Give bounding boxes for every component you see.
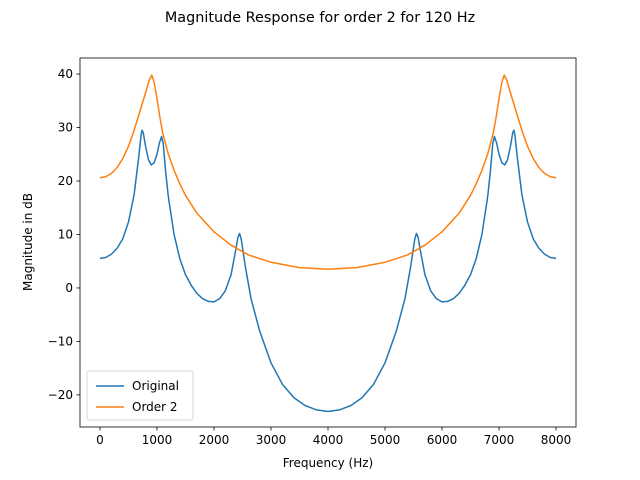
series-line-original [99,129,557,413]
x-tick-label: 6000 [427,433,458,447]
plot-lines [99,74,557,413]
series-line-order-2 [99,74,557,270]
y-tick-label: −10 [48,334,73,348]
x-axis-ticks: 0 1000 2000 3000 4000 5000 6000 7000 8000 [96,427,571,447]
x-tick-label: 5000 [370,433,401,447]
x-tick-label: 4000 [313,433,344,447]
x-tick-label: 3000 [256,433,287,447]
legend: Original Order 2 [86,370,194,421]
y-tick-label: 20 [58,174,73,188]
y-tick-label: −20 [48,388,73,402]
x-tick-label: 1000 [142,433,173,447]
x-tick-label: 2000 [199,433,230,447]
y-tick-label: 30 [58,121,73,135]
y-axis-label: Magnitude in dB [21,193,35,291]
y-tick-label: 0 [65,281,73,295]
legend-label-original: Original [132,379,179,393]
chart-title: Magnitude Response for order 2 for 120 H… [165,10,475,26]
x-tick-label: 0 [96,433,104,447]
y-axis-ticks: −20 −10 0 10 20 30 40 [48,67,80,402]
y-tick-label: 40 [58,67,73,81]
y-tick-label: 10 [58,227,73,241]
x-tick-label: 8000 [541,433,572,447]
x-tick-label: 7000 [484,433,515,447]
legend-label-order-2: Order 2 [132,400,178,414]
x-axis-label: Frequency (Hz) [283,456,374,470]
